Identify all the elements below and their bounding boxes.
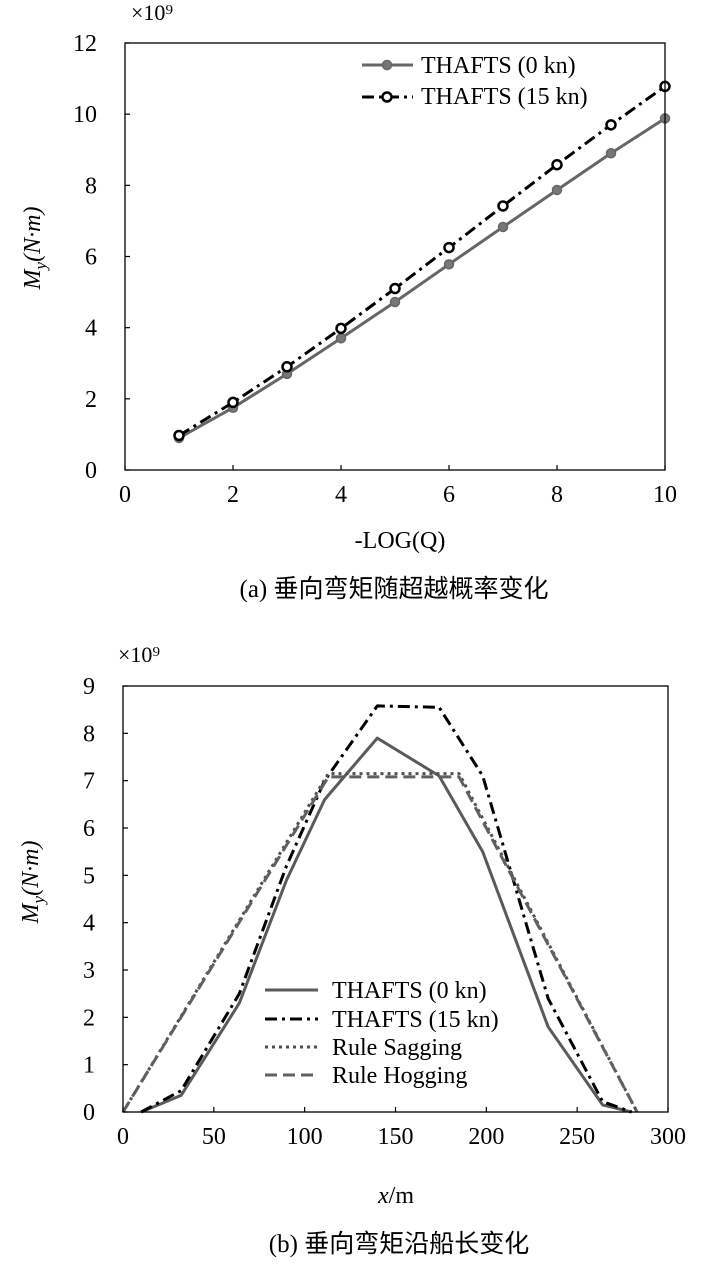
legend-marker-a-15kn	[381, 91, 393, 103]
chart-a-series-1-point	[605, 119, 617, 131]
chart-b-x-tick-label: 100	[287, 1124, 323, 1150]
chart-a-series-1-point	[173, 429, 185, 442]
chart-a-series-1-point	[389, 282, 401, 295]
chart-b: 0 50 100 150 200 250 300 0 1 2 3 4 5 6 7 8 9 ×10⁹ My(N·m…	[18, 642, 686, 1258]
chart-b-ticks: 0 50 100 150 200 250 300 0 1 2 3 4 5 6 7 8 9	[83, 674, 686, 1150]
chart-a-x-tick-label: 10	[653, 482, 677, 508]
chart-a-y-axis-subscript: y	[31, 261, 50, 271]
legend-label-b-sagging: Rule Sagging	[332, 1035, 462, 1061]
chart-a-ticks: 0 2 4 6 8 10 0 2 4 6 8 10 12	[73, 31, 677, 508]
chart-a-series-0-point	[605, 148, 617, 159]
chart-a-series-0-point	[497, 221, 509, 233]
chart-a-y-tick-label: 6	[85, 245, 97, 271]
chart-a-y-tick-label: 10	[73, 102, 97, 128]
chart-b-y-tick-label: 2	[83, 1005, 95, 1031]
legend-label-b-hogging: Rule Hogging	[332, 1063, 467, 1089]
chart-b-series-2-line	[121, 772, 639, 1113]
chart-a-series-1-point	[497, 200, 509, 212]
chart-a-series-1-point	[281, 361, 293, 373]
chart-b-x-tick-label: 50	[202, 1124, 226, 1150]
chart-b-plot-frame	[122, 685, 669, 1113]
chart-a-y-axis-title: My(N·m)	[20, 207, 50, 291]
chart-b-x-axis-symbol: x	[377, 1183, 389, 1209]
chart-b-x-axis-unit: /m	[389, 1183, 415, 1209]
chart-b-y-axis-subscript: y	[29, 895, 48, 905]
chart-a-y-tick-label: 4	[85, 316, 97, 342]
chart-b-y-tick-label: 4	[83, 911, 95, 937]
chart-b-y-tick-label: 7	[83, 769, 95, 795]
chart-a-series-1-point	[443, 241, 455, 254]
chart-a-x-tick-label: 8	[551, 482, 563, 508]
chart-b-x-tick-label: 200	[468, 1124, 504, 1150]
chart-a-caption: (a) 垂向弯矩随超越概率变化	[240, 575, 549, 603]
chart-a-series-0-point	[389, 296, 401, 308]
chart-a-x-tick-label: 4	[335, 482, 347, 508]
chart-a-multiplier: ×10⁹	[131, 0, 173, 25]
chart-a-x-tick-label: 2	[227, 482, 239, 508]
chart-b-y-tick-label: 1	[83, 1053, 95, 1079]
chart-a-plot-frame	[124, 42, 666, 471]
chart-a-x-tick-label: 0	[119, 482, 131, 508]
chart-b-x-tick-label: 0	[117, 1124, 129, 1150]
chart-b-series-1-line	[140, 704, 633, 1114]
chart-b-x-tick-label: 300	[650, 1124, 686, 1150]
legend-marker-a-0kn	[381, 59, 393, 71]
chart-b-x-tick-label: 150	[378, 1124, 414, 1150]
chart-a-legend: THAFTS (0 kn) THAFTS (15 kn)	[362, 53, 588, 110]
chart-a: 0 2 4 6 8 10 0 2 4 6 8 10 12 ×10⁹ My(N·m) -LOG(Q) TH…	[20, 0, 677, 603]
chart-a-series-0-point	[335, 333, 347, 344]
chart-b-y-axis-symbol: M	[18, 901, 44, 924]
chart-b-caption: (b) 垂向弯矩沿船长变化	[269, 1230, 529, 1258]
chart-a-series-1-point	[335, 322, 347, 335]
chart-b-y-tick-label: 9	[83, 674, 95, 700]
chart-a-y-axis-symbol: M	[20, 267, 46, 290]
chart-b-series	[121, 704, 639, 1114]
chart-a-series-0-line	[178, 117, 666, 440]
legend-label-a-15kn: THAFTS (15 kn)	[421, 84, 588, 110]
legend-label-b-0kn: THAFTS (0 kn)	[332, 978, 487, 1004]
chart-a-series-1-point	[551, 158, 563, 171]
chart-a-series	[173, 80, 671, 444]
chart-a-series-0-point	[443, 259, 455, 270]
chart-b-y-tick-label: 3	[83, 958, 95, 984]
chart-a-x-tick-label: 6	[443, 482, 455, 508]
chart-a-y-tick-label: 8	[85, 173, 97, 199]
chart-b-y-tick-label: 5	[83, 863, 95, 889]
chart-b-x-axis-title: x/m	[377, 1183, 414, 1209]
chart-b-multiplier: ×10⁹	[118, 642, 160, 667]
chart-a-y-tick-label: 0	[85, 458, 97, 484]
chart-b-y-axis-unit: (N·m)	[18, 841, 44, 896]
chart-b-y-tick-label: 0	[83, 1100, 95, 1126]
chart-b-y-tick-label: 8	[83, 721, 95, 747]
legend-label-b-15kn: THAFTS (15 kn)	[332, 1007, 499, 1033]
chart-a-y-tick-label: 2	[85, 387, 97, 413]
chart-b-series-0-line	[140, 736, 633, 1114]
chart-b-x-tick-label: 250	[559, 1124, 595, 1150]
chart-a-x-axis-title: -LOG(Q)	[355, 528, 446, 554]
chart-a-series-1-point	[227, 396, 239, 409]
chart-a-series-1-line	[178, 85, 666, 437]
chart-a-y-tick-label: 12	[73, 31, 97, 57]
chart-b-series-3-line	[121, 775, 639, 1113]
chart-a-y-axis-unit: (N·m)	[20, 207, 46, 262]
chart-a-series-0-point	[551, 184, 563, 196]
chart-b-y-tick-label: 6	[83, 816, 95, 842]
chart-b-y-axis-title: My(N·m)	[18, 841, 48, 925]
chart-b-legend: THAFTS (0 kn) THAFTS (15 kn) Rule Saggin…	[265, 978, 499, 1089]
legend-label-a-0kn: THAFTS (0 kn)	[421, 53, 576, 79]
